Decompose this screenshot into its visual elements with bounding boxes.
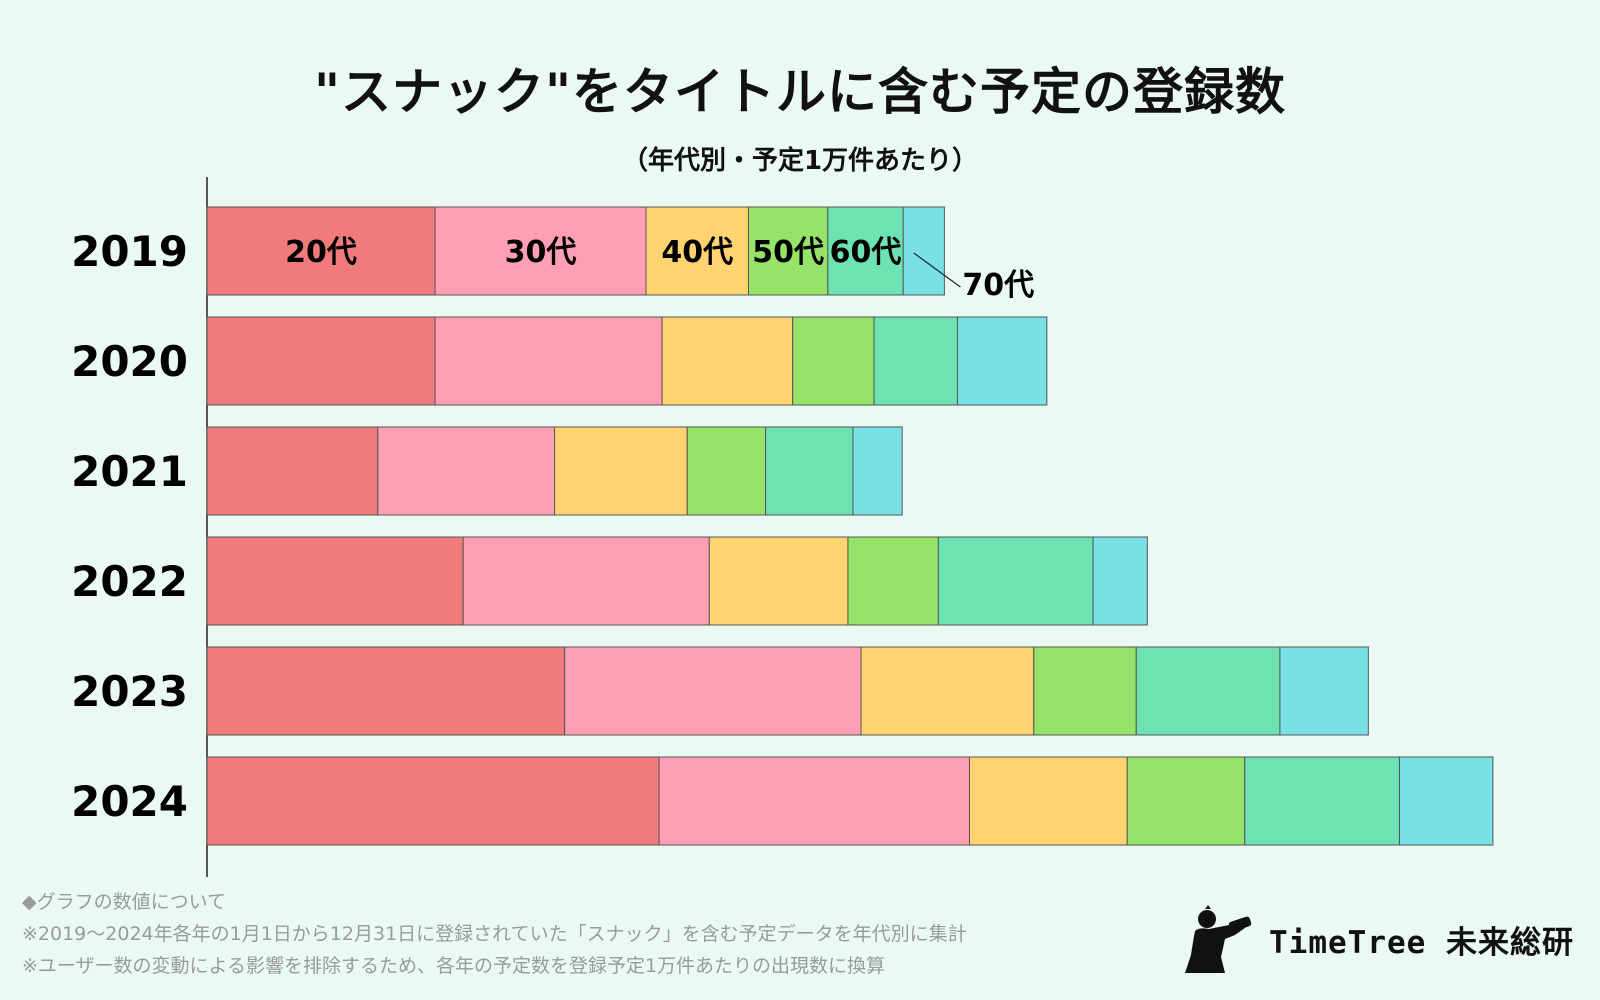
bar-2024-70代 bbox=[1398, 756, 1494, 846]
segment-label-40代: 40代 bbox=[661, 235, 733, 270]
bar-2019-70代 bbox=[902, 206, 945, 296]
bar-2020-40代 bbox=[661, 316, 794, 406]
year-label-2022: 2022 bbox=[71, 557, 188, 606]
year-label-2023: 2023 bbox=[71, 667, 188, 716]
bar-2023-70代 bbox=[1279, 646, 1369, 736]
bar-2022-40代 bbox=[708, 536, 849, 626]
bar-2021-20代 bbox=[206, 426, 379, 516]
bar-2023-40代 bbox=[860, 646, 1035, 736]
segment-label-70代: 70代 bbox=[962, 268, 1034, 303]
bar-2019-40代 bbox=[645, 206, 749, 296]
bar-2024-20代 bbox=[206, 756, 660, 846]
bar-area: 2019 20代 30代 40代 50代 60代 70代 2020 2021 2022 2023 20… bbox=[71, 177, 1494, 877]
bar-2024-60代 bbox=[1244, 756, 1400, 846]
bar-2023-30代 bbox=[564, 646, 862, 736]
chart-title: "スナック"をタイトルに含む予定の登録数 bbox=[313, 63, 1287, 121]
silhouette-logo-icon bbox=[1185, 905, 1252, 973]
note-line-1: ※2019～2024年各年の1月1日から12月31日に登録されていた「スナック」… bbox=[22, 923, 967, 945]
bar-2020-20代 bbox=[206, 316, 436, 406]
bar-2019-50代 bbox=[747, 206, 829, 296]
bar-2024-50代 bbox=[1126, 756, 1246, 846]
segment-label-60代: 60代 bbox=[830, 235, 902, 270]
bar-2023-60代 bbox=[1135, 646, 1281, 736]
bar-2022-30代 bbox=[462, 536, 710, 626]
year-label-2020: 2020 bbox=[71, 337, 188, 386]
year-label-2024: 2024 bbox=[71, 777, 188, 826]
bar-2022-50代 bbox=[847, 536, 939, 626]
bar-2024-30代 bbox=[658, 756, 971, 846]
bar-2022-70代 bbox=[1092, 536, 1148, 626]
brand-logo: TimeTree 未来総研 bbox=[1185, 905, 1574, 973]
bar-2021-30代 bbox=[377, 426, 556, 516]
bar-2020-70代 bbox=[956, 316, 1048, 406]
segment-label-30代: 30代 bbox=[505, 235, 577, 270]
bar-2022-60代 bbox=[937, 536, 1094, 626]
segment-label-20代: 20代 bbox=[285, 235, 357, 270]
bar-2020-50代 bbox=[792, 316, 875, 406]
bar-2024-40代 bbox=[969, 756, 1128, 846]
chart-subtitle: （年代別・予定1万件あたり） bbox=[621, 146, 979, 176]
bar-2020-60代 bbox=[873, 316, 958, 406]
bar-2019-20代 bbox=[206, 206, 436, 296]
bar-2023-50代 bbox=[1033, 646, 1137, 736]
bar-2022-20代 bbox=[206, 536, 464, 626]
bar-2021-40代 bbox=[554, 426, 688, 516]
bar-2019-60代 bbox=[827, 206, 904, 296]
note-heading: ◆グラフの数値について bbox=[22, 891, 227, 913]
year-label-2019: 2019 bbox=[71, 227, 188, 276]
note-line-2: ※ユーザー数の変動による影響を排除するため、各年の予定数を登録予定1万件あたりの… bbox=[22, 955, 886, 977]
year-label-2021: 2021 bbox=[71, 447, 188, 496]
segment-label-50代: 50代 bbox=[752, 235, 824, 270]
callout-line-70代 bbox=[913, 252, 961, 288]
bar-2020-30代 bbox=[434, 316, 663, 406]
bar-2021-70代 bbox=[852, 426, 903, 516]
bar-2023-20代 bbox=[206, 646, 566, 736]
bar-2021-60代 bbox=[765, 426, 854, 516]
brand-name: TimeTree 未来総研 bbox=[1269, 924, 1574, 961]
bar-2019-30代 bbox=[434, 206, 647, 296]
bar-2021-50代 bbox=[686, 426, 767, 516]
